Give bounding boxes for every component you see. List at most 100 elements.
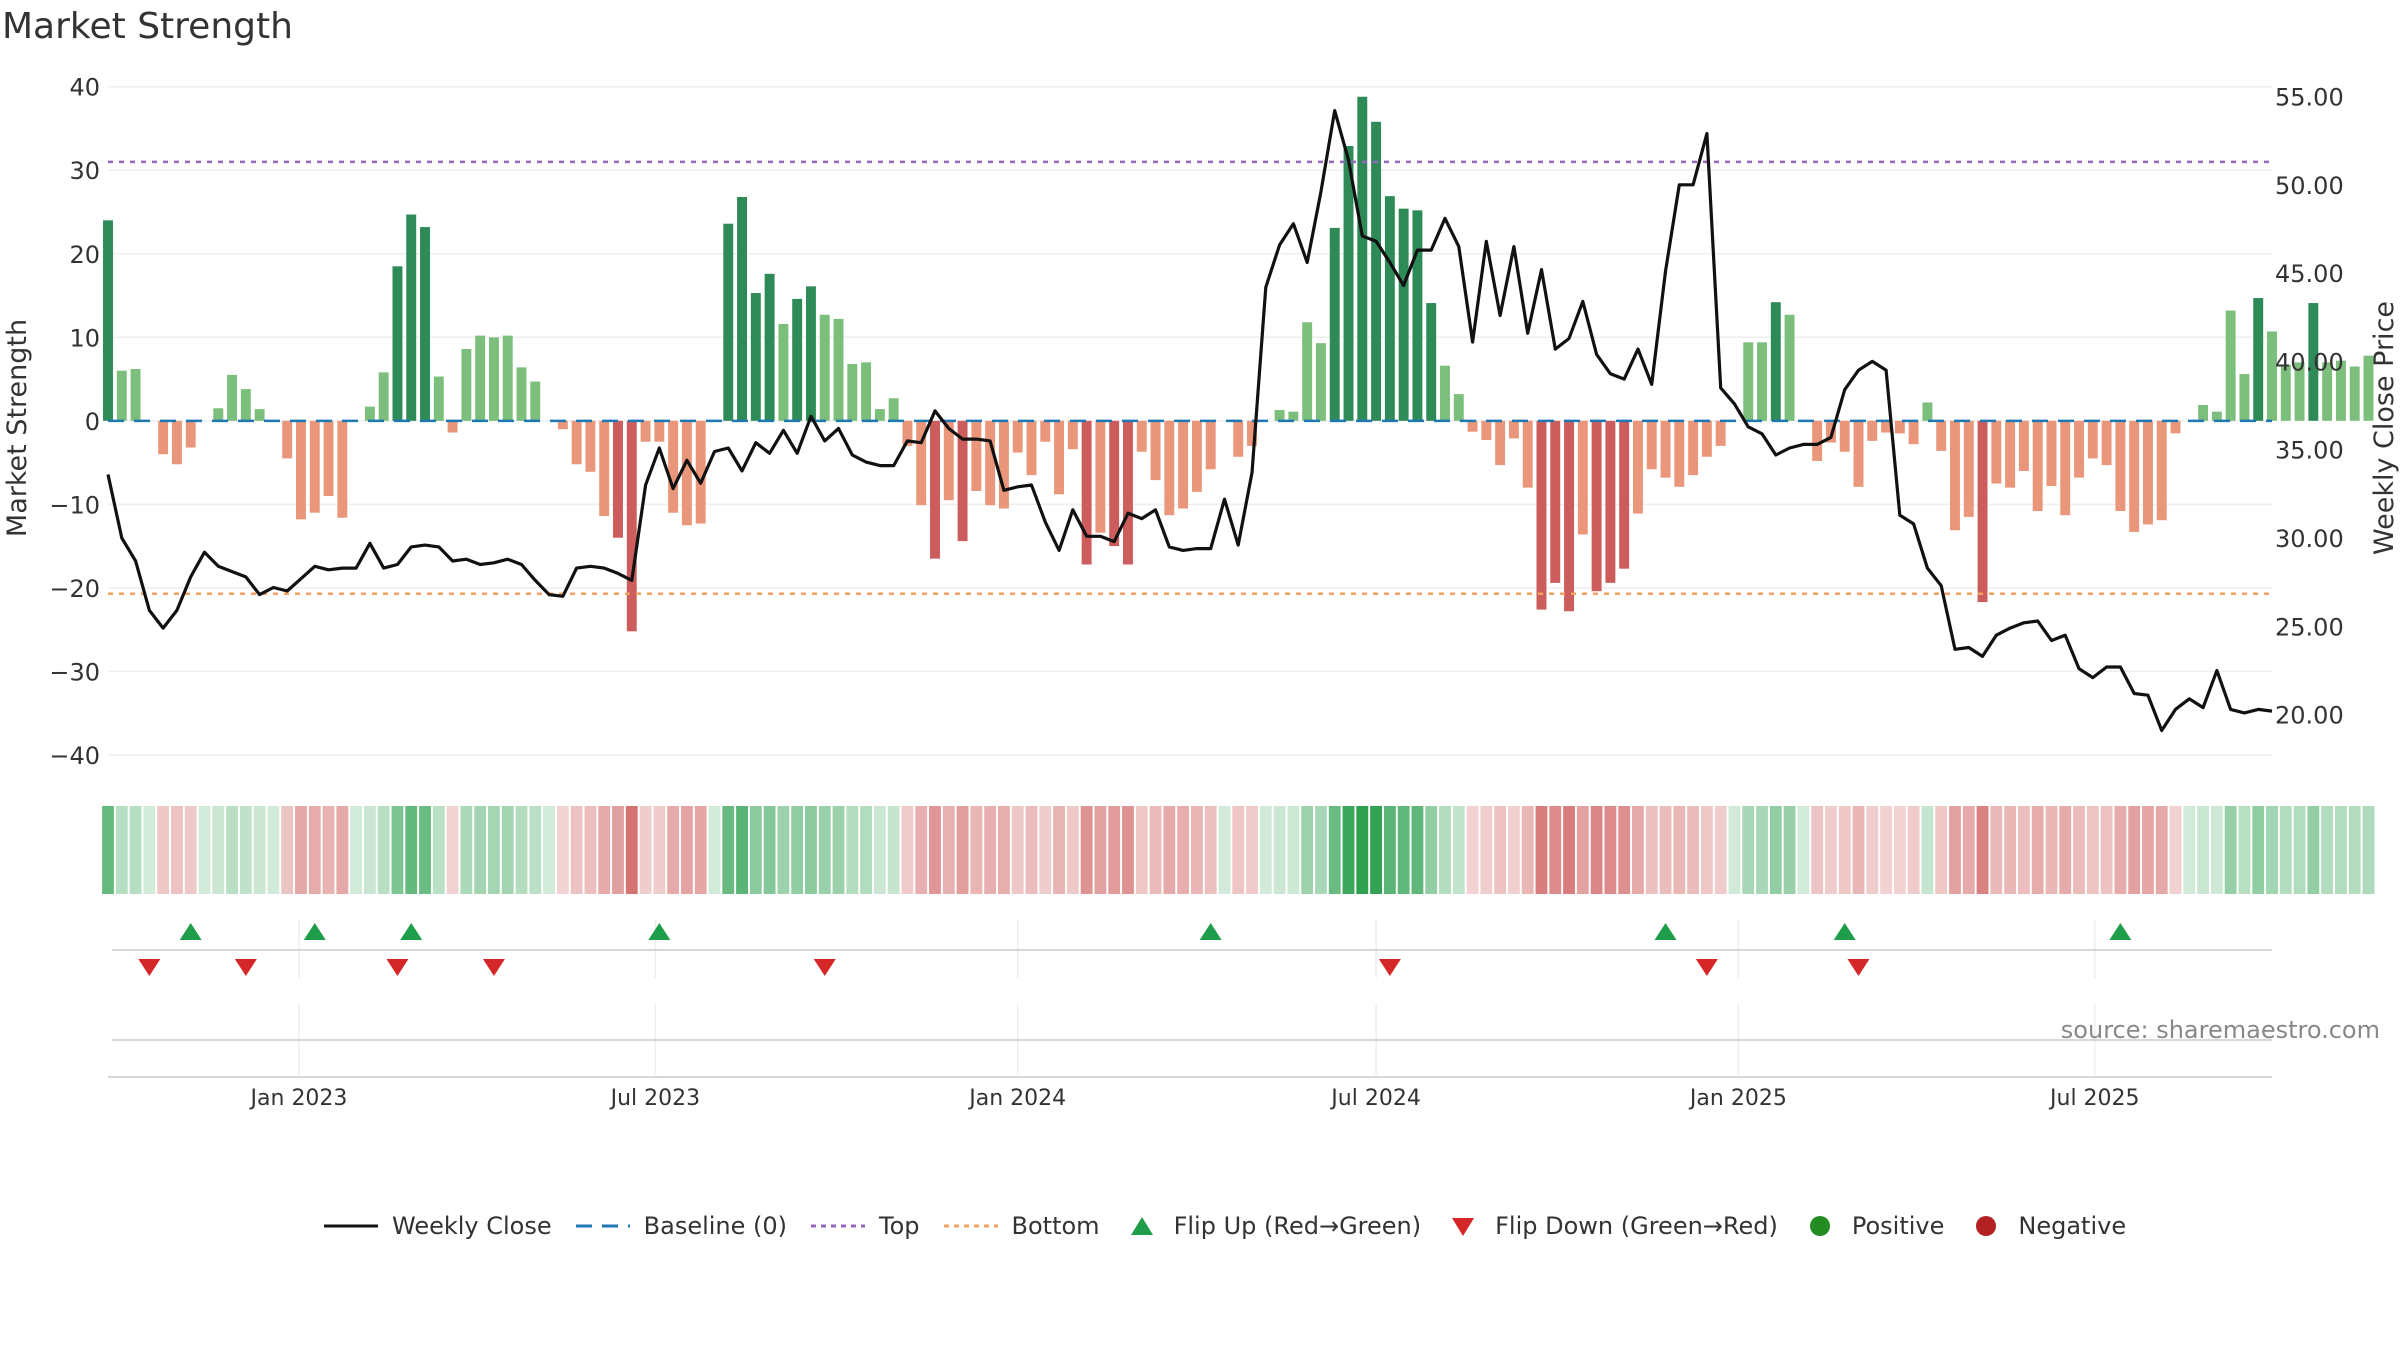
strength-bar bbox=[420, 227, 430, 421]
strength-bar bbox=[2198, 404, 2209, 421]
line-dotted-orange-icon bbox=[942, 1216, 1012, 1236]
heat-cell bbox=[2224, 806, 2237, 894]
heat-cell bbox=[1287, 806, 1300, 894]
strength-bar bbox=[1288, 411, 1299, 421]
heat-cell bbox=[419, 806, 431, 894]
strength-bar bbox=[695, 420, 706, 524]
flip-up-marker bbox=[2109, 923, 2132, 940]
strength-bar bbox=[1453, 394, 1464, 421]
heat-cell bbox=[363, 806, 376, 894]
heat-cell bbox=[1976, 806, 1989, 894]
strength-bar bbox=[2322, 362, 2333, 421]
strength-bar bbox=[805, 286, 816, 421]
grid-layer bbox=[108, 85, 2272, 1075]
strength-bar bbox=[1991, 420, 2002, 484]
heat-cell bbox=[377, 806, 390, 894]
heat-cell bbox=[1576, 806, 1589, 894]
heat-cell bbox=[474, 806, 487, 894]
strength-bar bbox=[1660, 420, 1671, 478]
strength-bar bbox=[2239, 374, 2250, 421]
y-tick-label-right: 30.00 bbox=[2275, 525, 2344, 553]
strength-bar bbox=[902, 420, 913, 446]
strength-bar bbox=[1384, 196, 1395, 421]
strength-bar bbox=[723, 223, 734, 421]
flip-up-marker bbox=[179, 923, 202, 940]
heat-cell bbox=[543, 806, 555, 894]
heat-cell bbox=[1356, 806, 1369, 894]
legend-label: Top bbox=[879, 1212, 920, 1240]
heat-cell bbox=[2252, 806, 2265, 894]
heat-cell bbox=[460, 806, 473, 894]
strength-bar bbox=[1467, 420, 1478, 432]
heat-cell bbox=[1301, 806, 1314, 894]
heat-cell bbox=[2362, 806, 2375, 894]
heat-cell bbox=[942, 806, 955, 894]
heat-cell bbox=[915, 806, 928, 894]
strength-bar bbox=[2074, 420, 2084, 478]
strength-bar bbox=[1150, 420, 1161, 481]
heat-cell bbox=[2045, 806, 2058, 894]
legend: Weekly Close Baseline (0) Top Bottom Flip Up… bbox=[0, 1206, 2400, 1246]
strength-bar bbox=[185, 420, 196, 448]
strength-bar bbox=[985, 420, 996, 506]
heat-cell bbox=[253, 806, 266, 894]
legend-label: Bottom bbox=[1011, 1212, 1100, 1240]
heat-cell bbox=[1218, 806, 1231, 894]
heat-cell bbox=[1935, 806, 1948, 894]
strength-bar bbox=[1495, 420, 1506, 466]
heat-cell bbox=[1135, 806, 1148, 894]
strength-bar bbox=[1591, 420, 1602, 592]
flip-down-marker bbox=[1847, 959, 1870, 976]
strength-bar bbox=[1440, 365, 1450, 421]
strength-bar bbox=[2115, 420, 2126, 512]
heat-cell bbox=[1094, 806, 1107, 894]
y-tick-label-left: 20 bbox=[69, 241, 100, 269]
strength-bar bbox=[1839, 420, 1850, 452]
flip-down-marker bbox=[138, 959, 161, 976]
heat-cell bbox=[1246, 806, 1258, 894]
strength-bar bbox=[1688, 420, 1699, 476]
heat-cell bbox=[2086, 806, 2099, 894]
heat-cell bbox=[1273, 806, 1286, 894]
heat-cell bbox=[1163, 806, 1176, 894]
strength-bar bbox=[888, 398, 899, 421]
chart-title: Market Strength bbox=[2, 6, 293, 47]
legend-item: Negative bbox=[1966, 1212, 2126, 1240]
strength-bar bbox=[116, 370, 127, 421]
x-tick-label: Jan 2025 bbox=[1688, 1086, 1787, 1111]
heat-cell bbox=[2169, 806, 2182, 894]
strength-bar bbox=[1508, 420, 1519, 439]
strength-bar bbox=[2046, 420, 2057, 486]
y-tick-label-right: 40.00 bbox=[2275, 348, 2344, 376]
triangle-up-icon bbox=[1122, 1215, 1174, 1237]
flip-up-marker bbox=[1199, 923, 1222, 940]
strength-bar bbox=[488, 337, 499, 421]
heat-cell bbox=[198, 806, 211, 894]
strength-bar bbox=[599, 420, 610, 517]
strength-bar bbox=[406, 214, 417, 421]
strength-bar bbox=[2267, 331, 2277, 421]
strength-bar bbox=[1715, 420, 1726, 446]
heat-cell bbox=[860, 806, 873, 894]
heat-cell bbox=[694, 806, 707, 894]
heat-cell bbox=[2197, 806, 2210, 894]
legend-label: Flip Down (Green→Red) bbox=[1495, 1212, 1778, 1240]
strength-bar bbox=[1922, 402, 1933, 421]
heat-cell bbox=[1714, 806, 1727, 894]
heat-cell bbox=[1949, 806, 1961, 894]
flip-down-marker bbox=[1378, 959, 1401, 976]
heat-cell bbox=[653, 806, 666, 894]
heat-cell bbox=[2279, 806, 2292, 894]
strength-bar bbox=[1743, 342, 1754, 421]
heat-cell bbox=[570, 806, 583, 894]
strength-bar bbox=[364, 406, 375, 421]
strength-bar bbox=[2129, 420, 2140, 532]
strength-bar bbox=[1247, 420, 1257, 446]
strength-bar bbox=[1233, 420, 1244, 457]
strength-bar bbox=[130, 369, 141, 421]
heat-cell bbox=[1259, 806, 1272, 894]
strength-bar bbox=[1426, 303, 1437, 421]
strength-bar bbox=[640, 420, 651, 442]
strength-bar bbox=[668, 420, 679, 513]
strength-bar bbox=[585, 420, 596, 472]
